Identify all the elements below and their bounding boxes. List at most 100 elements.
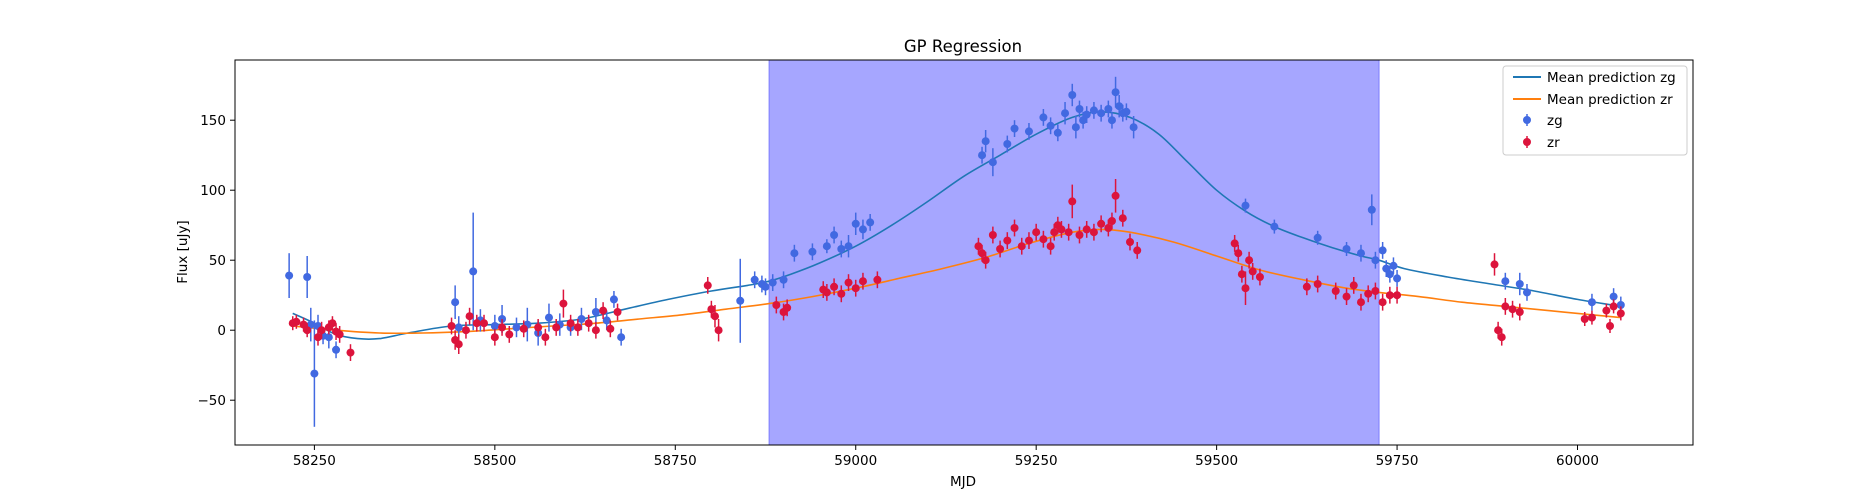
data-point-zg xyxy=(837,245,846,253)
plot-frame xyxy=(234,59,1694,446)
data-point-zr xyxy=(974,242,983,251)
data-point-zg xyxy=(790,249,799,258)
data-point-zg xyxy=(981,137,990,146)
data-point-zr xyxy=(328,319,337,328)
legend-label-zr: zr xyxy=(1547,135,1560,151)
data-point-zr xyxy=(1302,282,1311,291)
data-point-zg xyxy=(779,275,788,284)
data-point-zg xyxy=(332,345,341,354)
legend-label-zr-prediction: Mean prediction zr xyxy=(1547,92,1673,108)
data-point-zg xyxy=(1071,123,1080,132)
data-point-zr xyxy=(1046,242,1055,251)
data-point-zg xyxy=(1393,274,1402,283)
data-point-zr xyxy=(1356,298,1365,307)
data-point-zg xyxy=(808,247,817,256)
data-point-zg xyxy=(978,151,987,160)
y-tick-label: 150 xyxy=(200,113,226,129)
data-point-zr xyxy=(988,231,997,239)
data-point-zr xyxy=(613,308,622,316)
data-point-zr xyxy=(1609,302,1618,311)
data-point-zr xyxy=(599,306,608,315)
data-point-zg xyxy=(454,323,463,332)
data-point-zr xyxy=(783,303,792,312)
legend-label-zg: zg xyxy=(1547,113,1563,129)
data-point-zr xyxy=(1587,313,1596,322)
data-point-zr xyxy=(1508,305,1517,314)
data-point-zg xyxy=(1107,116,1116,125)
data-point-zg xyxy=(1371,256,1380,265)
data-point-zr xyxy=(1501,302,1510,311)
data-point-zg xyxy=(1356,249,1365,258)
data-point-zr xyxy=(837,289,846,298)
data-point-zg xyxy=(1313,233,1322,242)
x-tick-label: 59000 xyxy=(834,453,877,469)
data-point-zr xyxy=(480,319,489,328)
data-point-zg xyxy=(1342,245,1351,253)
data-point-zr xyxy=(541,333,550,342)
data-point-zg xyxy=(1609,292,1618,301)
shaded-region xyxy=(768,59,1380,446)
data-point-zr xyxy=(559,299,568,308)
data-point-zr xyxy=(1050,228,1059,237)
data-point-zr xyxy=(1111,191,1120,200)
data-point-zg xyxy=(1122,107,1131,116)
data-point-zr xyxy=(1393,291,1402,300)
x-tick-label: 59750 xyxy=(1376,453,1419,469)
data-point-zg xyxy=(1129,123,1138,132)
legend-marker-zr xyxy=(1523,136,1531,148)
data-point-zr xyxy=(1349,281,1358,290)
data-point-zr xyxy=(1234,249,1243,258)
data-point-zg xyxy=(830,231,839,239)
plot-area xyxy=(234,59,1694,446)
data-point-zr xyxy=(1230,239,1239,248)
y-axis: −50 0 50 100 150 xyxy=(198,113,235,409)
series-zr xyxy=(288,179,1625,361)
data-point-zr xyxy=(1064,228,1073,237)
data-point-zr xyxy=(1331,287,1340,295)
data-point-zr xyxy=(1068,197,1077,206)
data-point-zg xyxy=(1024,127,1033,136)
data-point-zg xyxy=(1068,91,1077,99)
data-point-zr xyxy=(1497,333,1506,342)
data-point-zg xyxy=(1515,280,1524,288)
data-point-zr xyxy=(1097,219,1106,228)
data-point-zg xyxy=(602,316,611,325)
data-point-zr xyxy=(346,348,355,357)
y-tick-label: 0 xyxy=(217,323,226,339)
data-point-zr xyxy=(844,278,853,287)
data-point-zr xyxy=(1378,298,1387,307)
legend-dot xyxy=(1523,116,1531,124)
data-point-zr xyxy=(996,245,1005,253)
x-tick-label: 59500 xyxy=(1195,453,1238,469)
data-point-zg xyxy=(1082,110,1091,119)
data-point-zr xyxy=(1385,291,1394,300)
data-point-zr xyxy=(1494,326,1503,335)
data-point-zg xyxy=(591,308,600,316)
data-point-zr xyxy=(1255,273,1264,281)
data-point-zr xyxy=(1032,228,1041,237)
data-point-zr xyxy=(1057,225,1066,234)
data-point-zr xyxy=(534,323,543,332)
data-point-zg xyxy=(1003,140,1012,148)
data-point-zr xyxy=(1490,260,1499,269)
legend: Mean prediction zg Mean prediction zr zg… xyxy=(1502,65,1688,156)
data-point-zr xyxy=(1039,235,1048,244)
data-point-zr xyxy=(1602,306,1611,315)
data-point-zr xyxy=(303,326,312,335)
data-point-zr xyxy=(505,330,514,339)
data-point-zr xyxy=(1248,267,1257,276)
data-point-zg xyxy=(1385,270,1394,279)
legend-label-zg-prediction: Mean prediction zg xyxy=(1547,70,1676,86)
data-point-zg xyxy=(1501,277,1510,286)
data-point-zg xyxy=(1378,246,1387,255)
data-point-zg xyxy=(1389,261,1398,270)
data-point-zg xyxy=(1270,222,1279,231)
data-point-zr xyxy=(573,323,582,332)
x-tick-label: 59250 xyxy=(1015,453,1058,469)
data-point-zr xyxy=(772,301,781,309)
data-point-zg xyxy=(617,333,626,342)
data-point-zg xyxy=(451,298,460,307)
data-point-zr xyxy=(1024,236,1033,245)
data-point-zr xyxy=(1515,308,1524,316)
